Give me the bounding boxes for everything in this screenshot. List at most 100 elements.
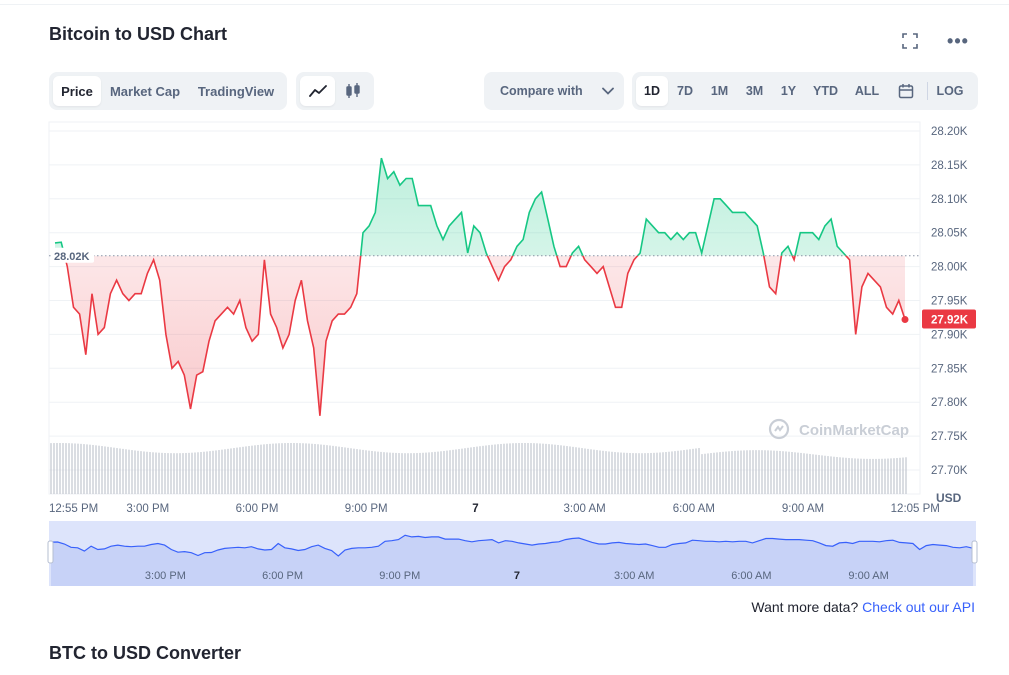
volume-bar	[566, 446, 568, 494]
api-promo-text: Want more data?	[751, 599, 863, 615]
volume-bar	[506, 443, 508, 494]
volume-bar	[149, 452, 151, 494]
volume-bar	[209, 451, 211, 494]
range-all[interactable]: ALL	[854, 84, 880, 98]
volume-bar	[677, 450, 679, 494]
volume-bar	[794, 452, 796, 494]
chart-title: Bitcoin to USD Chart	[49, 24, 227, 44]
range-1y[interactable]: 1Y	[780, 84, 797, 98]
volume-bar	[110, 447, 112, 494]
volume-bar	[83, 444, 85, 494]
range-3m[interactable]: 3M	[745, 84, 764, 98]
watermark: CoinMarketCap	[768, 418, 909, 440]
current-price-dot	[901, 315, 909, 323]
volume-bar	[842, 457, 844, 494]
y-tick-label: 27.75K	[931, 431, 968, 443]
tab-price[interactable]: Price	[53, 76, 101, 106]
api-promo: Want more data? Check out our API	[751, 599, 975, 615]
volume-bar	[437, 451, 439, 494]
volume-bars	[50, 443, 907, 494]
volume-bar	[647, 453, 649, 494]
volume-bar	[377, 451, 379, 494]
volume-bar	[293, 443, 295, 494]
volume-bar	[704, 453, 706, 494]
calendar-button[interactable]	[888, 76, 924, 106]
volume-bar	[323, 444, 325, 494]
price-line-up	[54, 157, 847, 256]
volume-bar	[545, 443, 547, 494]
more-options-icon[interactable]: •••	[947, 31, 969, 51]
y-axis: 28.20K 28.15K 28.10K 28.05K 28.00K 27.95K 27.9…	[931, 126, 968, 477]
volume-bar	[875, 458, 877, 494]
volume-bar	[395, 452, 397, 494]
x-tick-label: 3:00 AM	[564, 503, 606, 515]
volume-bar	[119, 448, 121, 494]
range-7d[interactable]: 7D	[677, 84, 693, 98]
volume-bar	[98, 445, 100, 494]
fullscreen-icon[interactable]	[899, 30, 921, 52]
volume-bar	[281, 443, 283, 494]
volume-bar	[614, 452, 616, 494]
volume-bar	[314, 443, 316, 494]
range-1d[interactable]: 1D	[636, 76, 668, 106]
log-scale-toggle[interactable]: LOG	[936, 84, 964, 98]
range-1m[interactable]: 1M	[710, 84, 729, 98]
volume-bar	[245, 446, 247, 494]
navigator-handle-right[interactable]	[971, 540, 978, 564]
volume-bar	[428, 452, 430, 494]
volume-bar	[347, 447, 349, 494]
volume-bar	[617, 452, 619, 494]
volume-bar	[125, 449, 127, 494]
line-chart-icon	[308, 85, 327, 97]
volume-bar	[803, 453, 805, 494]
current-price-label: 27.92K	[922, 309, 976, 329]
candlestick-button[interactable]	[335, 76, 370, 106]
tab-tradingview[interactable]: TradingView	[197, 83, 275, 99]
volume-bar	[170, 453, 172, 494]
range-navigator[interactable]: 3:00 PM 6:00 PM 9:00 PM 7 3:00 AM 6:00 AM 9:00…	[47, 521, 978, 586]
volume-bar	[854, 458, 856, 494]
volume-bar	[362, 449, 364, 494]
api-link[interactable]: Check out our API	[862, 599, 975, 615]
volume-bar	[497, 444, 499, 494]
navigator-tick-label: 3:00 AM	[614, 570, 654, 582]
volume-bar	[806, 453, 808, 494]
volume-bar	[194, 452, 196, 494]
volume-bar	[317, 444, 319, 494]
volume-bar	[635, 453, 637, 494]
compare-with-dropdown[interactable]: Compare with	[484, 72, 624, 110]
volume-bar	[332, 445, 334, 494]
range-ytd[interactable]: YTD	[813, 84, 838, 98]
volume-bar	[467, 447, 469, 494]
volume-bar	[290, 443, 292, 494]
volume-bar	[269, 443, 271, 494]
volume-bar	[50, 443, 52, 494]
line-chart-button[interactable]	[300, 76, 335, 106]
volume-bar	[644, 453, 646, 494]
volume-bar	[641, 453, 643, 494]
volume-bar	[554, 444, 556, 494]
navigator-tick-label: 6:00 PM	[262, 570, 303, 582]
volume-bar	[698, 448, 700, 494]
volume-bar	[521, 443, 523, 494]
volume-bar	[827, 456, 829, 494]
volume-bar	[533, 443, 535, 494]
volume-bar	[809, 453, 811, 494]
volume-bar	[230, 448, 232, 494]
volume-bar	[128, 449, 130, 494]
volume-bar	[203, 451, 205, 494]
volume-bar	[638, 453, 640, 494]
volume-bar	[482, 445, 484, 494]
tab-market-cap[interactable]: Market Cap	[109, 83, 181, 99]
volume-bar	[689, 449, 691, 494]
volume-bar	[668, 451, 670, 494]
navigator-handle-left[interactable]	[47, 540, 54, 564]
volume-bar	[158, 452, 160, 494]
volume-bar	[338, 446, 340, 494]
volume-bar	[137, 450, 139, 494]
volume-bar	[104, 446, 106, 494]
volume-bar	[182, 453, 184, 494]
volume-bar	[530, 443, 532, 494]
volume-bar	[626, 452, 628, 494]
